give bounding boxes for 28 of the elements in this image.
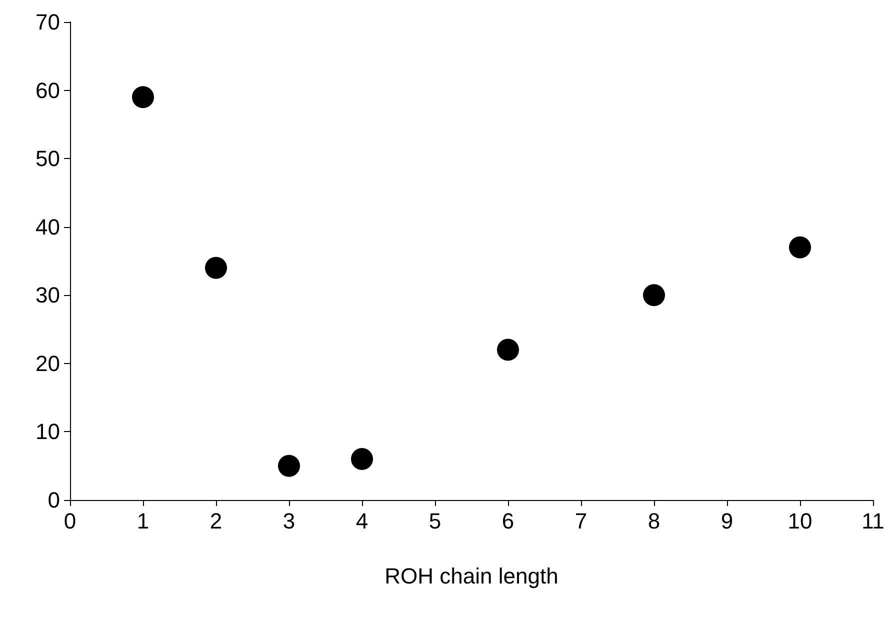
y-tick-label: 20 [36,350,60,376]
x-tick-label: 8 [648,508,660,534]
x-tick-label: 9 [720,508,734,534]
x-tick-label: 1 [136,508,150,534]
x-axis-title: ROH chain length [384,564,558,588]
point [789,236,811,258]
x-tick-label: 4 [356,508,368,534]
point [205,256,227,279]
y-tick-label: 60 [36,78,60,103]
y-tick-label: 0 [48,488,60,512]
x-tick-label: 6 [502,508,514,534]
point [132,86,154,108]
x-tick-label: 5 [428,508,442,534]
point [497,338,519,361]
x-tick-label: 10 [788,508,812,534]
point [643,284,665,306]
point [351,448,373,470]
x-tick-label: 3 [282,508,296,534]
y-tick-label: 40 [36,214,60,240]
x-tick-label: 11 [862,508,884,534]
x-tick-label: 2 [210,508,222,534]
x-tick-label: 0 [64,508,76,534]
y-tick-label: 10 [36,419,60,444]
point [278,454,300,477]
x-tick-label: 7 [574,508,588,534]
y-tick-label: 50 [36,146,60,172]
y-tick-label: 70 [36,10,60,34]
y-tick-label: 30 [36,282,60,308]
